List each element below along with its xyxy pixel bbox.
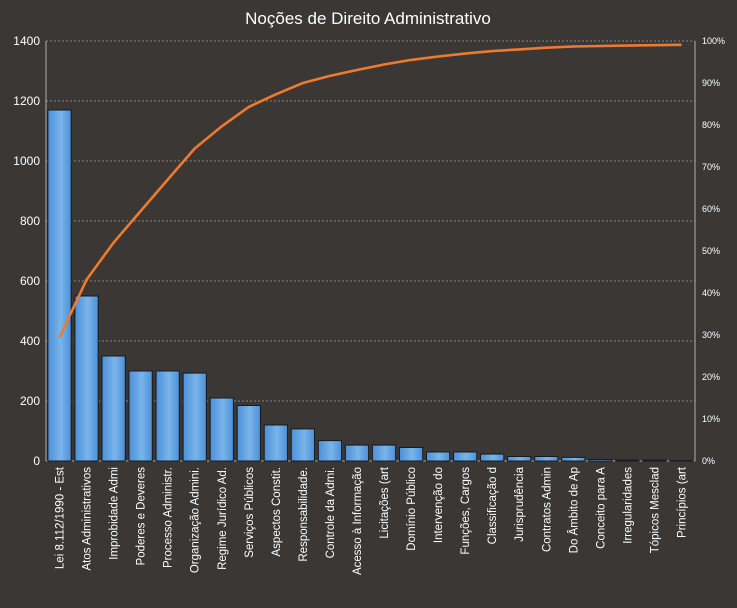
bar [129,371,152,461]
x-category-label: Contratos Admin [541,467,553,552]
bar [264,425,287,461]
x-category-label: Processo Administr. [163,467,175,568]
x-category-label: Acesso à Informação [352,467,364,575]
chart-title: Noções de Direito Administrativo [245,9,491,28]
cumulative-percent-line [60,45,682,338]
x-category-label: Improbidade Admi [109,467,121,560]
bar [48,110,71,461]
x-category-label: Intervenção do [433,467,445,543]
y-tick-label: 0 [33,454,40,468]
x-category-label: Jurisprudência [514,466,526,541]
bar [75,296,98,461]
bar [616,460,639,461]
x-category-label: Conceito para A [595,467,607,549]
x-category-label: Princípios (art [676,466,688,538]
gridlines [46,41,695,401]
x-category-label: Organização Admini. [190,467,202,573]
bar [643,460,666,461]
bar [372,445,395,461]
x-category-label: Atos Administrativos [82,467,94,571]
bar [291,429,314,461]
x-category-label: Funções, Cargos [460,467,472,555]
x-category-label: Domínio Público [406,467,418,551]
category-labels: Lei 8.112/1990 - Est Atos Administrativos… [55,466,689,575]
x-category-label: Licitações (art [379,466,391,538]
x-category-label: Controle da Admi. [325,467,337,558]
y2-tick-label: 10% [702,414,720,424]
x-category-label: Regime Jurídico Ad. [217,467,229,570]
y-tick-label: 400 [20,334,40,348]
bar [562,457,585,461]
bars [48,110,693,461]
x-category-label: Aspectos Constit. [271,467,283,556]
bar [508,457,531,462]
x-category-label: Tópicos Mesclad [649,467,661,553]
y2-tick-label: 50% [702,246,720,256]
bar [535,457,558,462]
y-tick-label: 1400 [13,34,40,48]
bar [454,452,477,461]
x-category-label: Lei 8.112/1990 - Est [55,466,67,569]
bar [237,406,260,462]
x-category-label: Classificação d [487,467,499,544]
y-tick-label: 600 [20,274,40,288]
y-tick-label: 800 [20,214,40,228]
y-tick-label: 1200 [13,94,40,108]
cumulative-line [60,45,682,338]
bar [481,454,504,461]
bar [589,460,612,462]
bar [426,452,449,461]
bar [210,398,233,461]
x-category-label: Responsabilidade. [298,467,310,562]
y2-tick-label: 100% [702,36,725,46]
x-category-label: Do Âmbito de Ap [567,467,580,553]
x-category-label: Serviços Públicos [244,467,256,558]
y2-tick-label: 30% [702,330,720,340]
bar [102,356,125,461]
bar [156,371,179,461]
y-tick-label: 1000 [13,154,40,168]
y2-tick-label: 20% [702,372,720,382]
y2-tick-label: 40% [702,288,720,298]
bar [318,441,341,461]
bar [183,373,206,461]
y2-tick-label: 70% [702,162,720,172]
y2-tick-label: 60% [702,204,720,214]
y2-tick-label: 90% [702,78,720,88]
x-category-label: Poderes e Deveres [136,467,148,566]
y-tick-label: 200 [20,394,40,408]
x-category-label: Irregularidades [622,467,634,544]
y2-tick-label: 80% [702,120,720,130]
y2-tick-label: 0% [702,456,715,466]
bar [399,448,422,462]
bar [345,445,368,461]
